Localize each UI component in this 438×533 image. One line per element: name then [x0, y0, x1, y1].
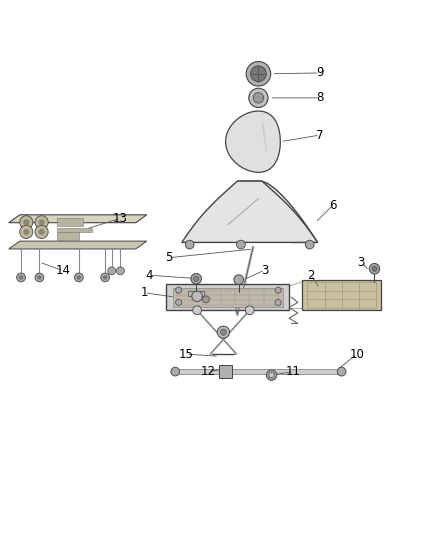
Circle shape [337, 367, 346, 376]
Circle shape [275, 287, 281, 293]
Circle shape [20, 216, 33, 229]
Circle shape [202, 296, 209, 303]
Circle shape [108, 267, 116, 275]
Circle shape [117, 267, 124, 275]
Polygon shape [166, 284, 289, 310]
Circle shape [171, 367, 180, 376]
Text: 3: 3 [261, 263, 268, 277]
Circle shape [23, 229, 29, 235]
Circle shape [246, 61, 271, 86]
Circle shape [176, 300, 182, 305]
Text: 2: 2 [307, 269, 315, 282]
Circle shape [253, 93, 264, 103]
Circle shape [251, 66, 266, 82]
Text: 5: 5 [165, 251, 172, 264]
Text: 11: 11 [286, 365, 301, 378]
Text: 4: 4 [145, 269, 153, 282]
Polygon shape [237, 181, 318, 243]
Text: 7: 7 [316, 128, 324, 142]
Text: 15: 15 [179, 348, 194, 361]
Polygon shape [219, 365, 232, 378]
Circle shape [245, 306, 254, 314]
Text: 1: 1 [141, 286, 148, 300]
Text: 12: 12 [201, 365, 215, 378]
Polygon shape [182, 181, 318, 243]
Bar [57, 228, 92, 232]
Polygon shape [302, 280, 381, 310]
Circle shape [74, 273, 83, 282]
Polygon shape [173, 287, 283, 307]
Text: 6: 6 [329, 199, 337, 212]
Circle shape [35, 273, 44, 282]
Circle shape [191, 273, 201, 284]
Circle shape [220, 329, 226, 335]
Circle shape [37, 275, 42, 280]
Circle shape [275, 300, 281, 305]
Polygon shape [226, 111, 280, 172]
Circle shape [39, 219, 45, 225]
Circle shape [17, 273, 25, 282]
Circle shape [185, 240, 194, 249]
Circle shape [23, 219, 29, 225]
Circle shape [20, 225, 33, 238]
Circle shape [369, 263, 380, 274]
Bar [57, 232, 79, 240]
Circle shape [305, 240, 314, 249]
Bar [57, 218, 83, 226]
Polygon shape [188, 291, 204, 296]
Text: 3: 3 [358, 256, 365, 269]
Circle shape [101, 273, 110, 282]
Circle shape [19, 275, 23, 280]
Polygon shape [9, 215, 147, 223]
Text: 8: 8 [316, 91, 323, 104]
Circle shape [39, 229, 45, 235]
Circle shape [176, 287, 182, 293]
Text: 10: 10 [350, 348, 364, 361]
Circle shape [35, 216, 48, 229]
Circle shape [35, 225, 48, 238]
Circle shape [372, 266, 377, 271]
Circle shape [234, 275, 244, 285]
Text: 13: 13 [113, 212, 128, 225]
Text: 14: 14 [56, 264, 71, 277]
Circle shape [103, 275, 107, 280]
Circle shape [217, 326, 230, 338]
Polygon shape [175, 369, 342, 374]
Circle shape [237, 240, 245, 249]
Circle shape [192, 291, 202, 302]
Circle shape [269, 373, 274, 378]
Circle shape [77, 275, 81, 280]
Circle shape [249, 88, 268, 108]
Circle shape [194, 276, 199, 281]
Circle shape [193, 306, 201, 314]
Text: 9: 9 [316, 67, 324, 79]
Polygon shape [9, 241, 147, 249]
Circle shape [266, 370, 277, 381]
